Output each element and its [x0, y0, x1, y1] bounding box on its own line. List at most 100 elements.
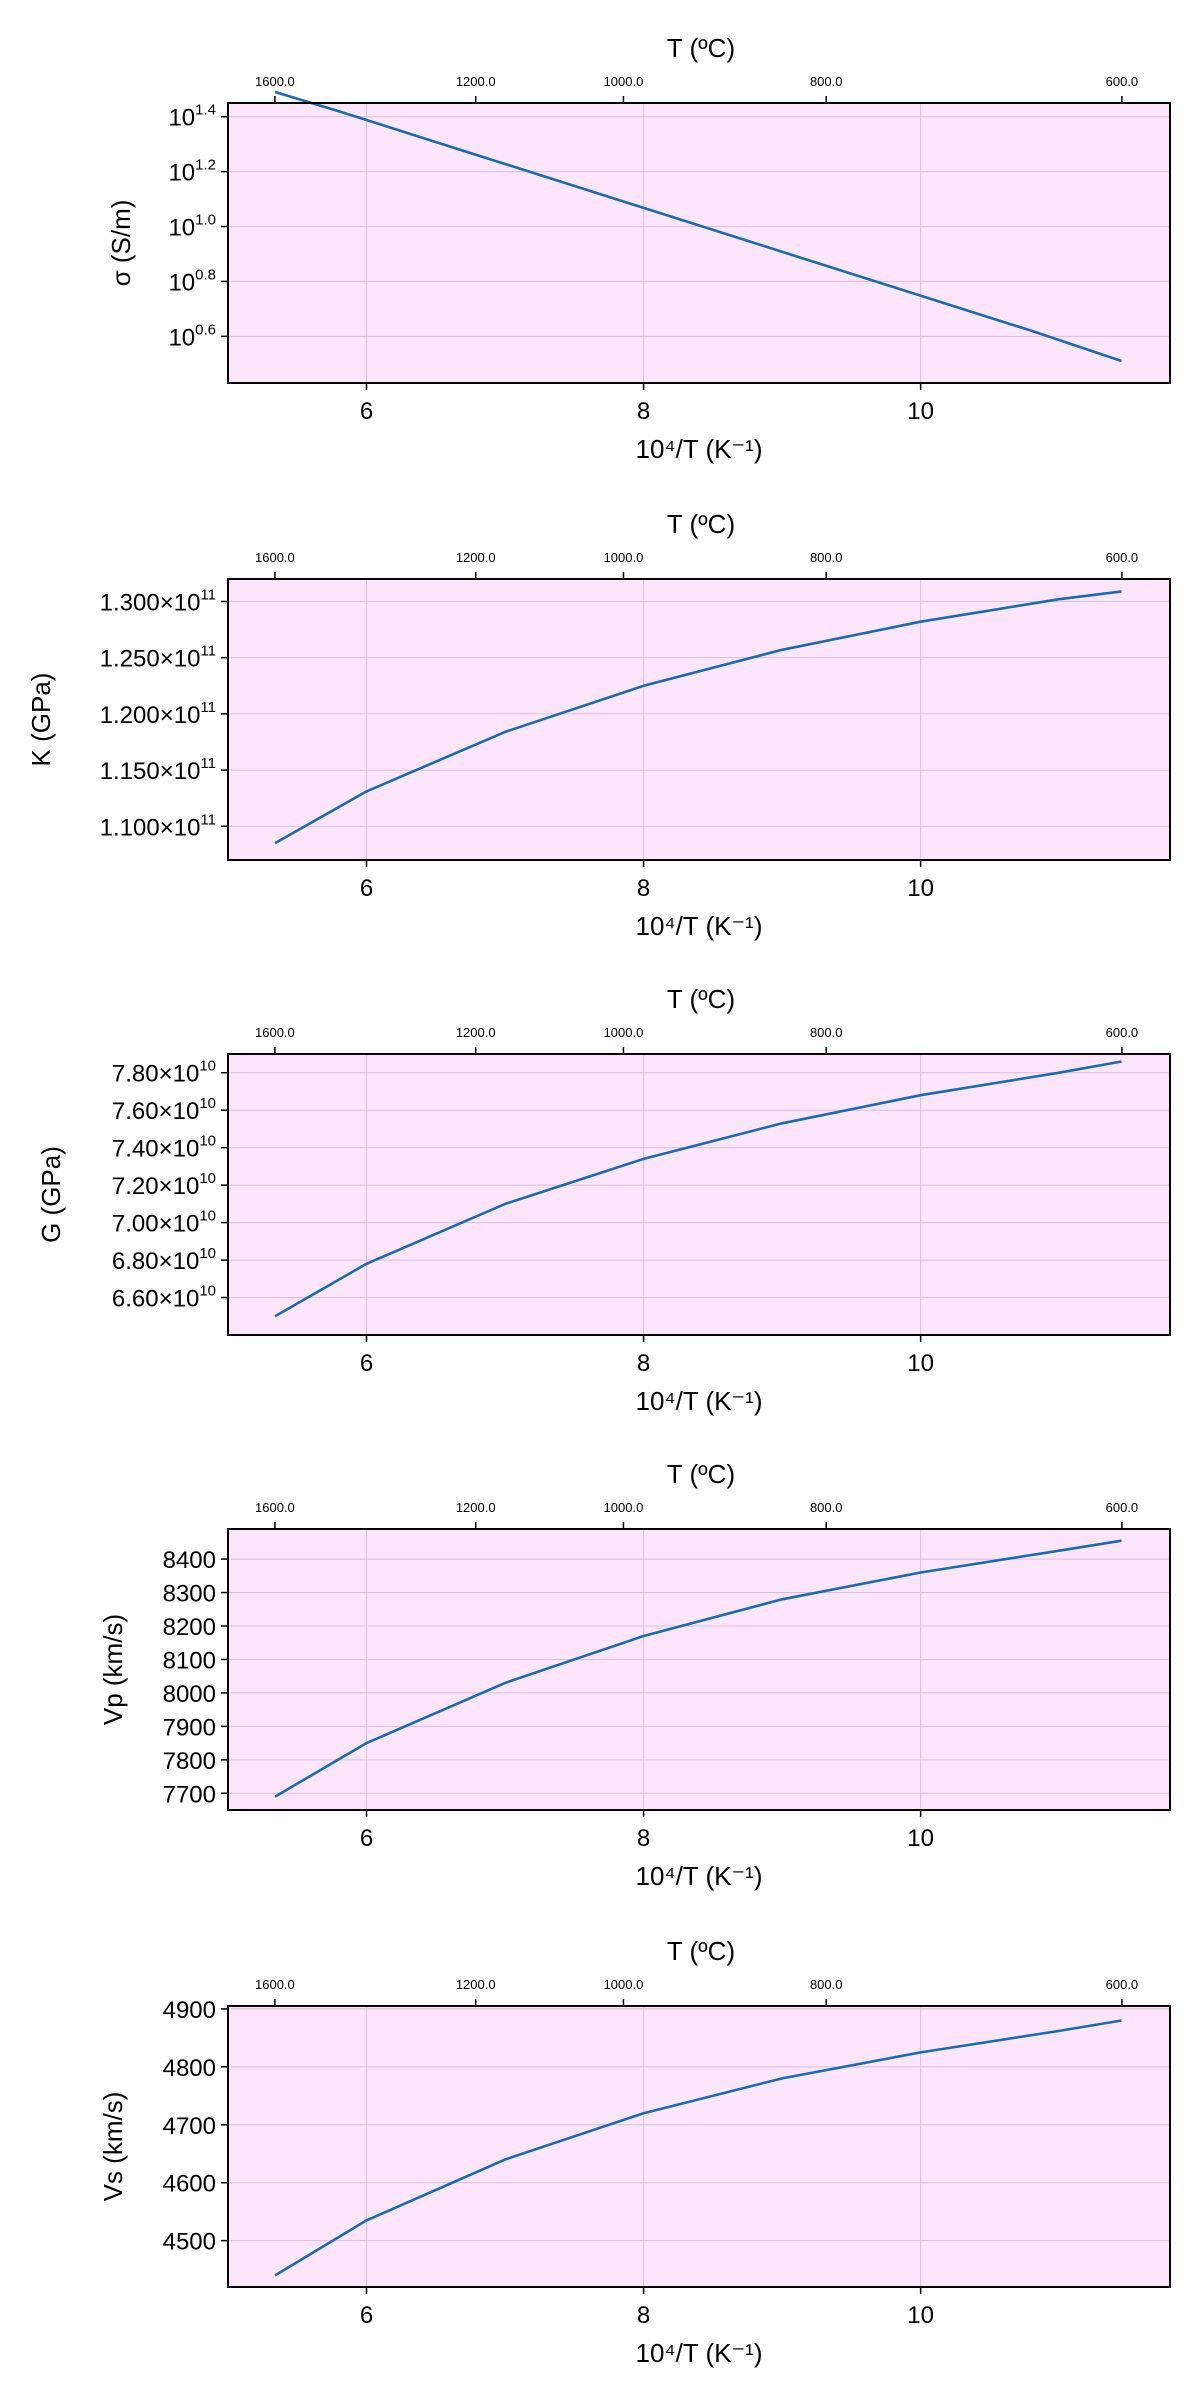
- y-tick-label: 101.2: [168, 157, 216, 187]
- top-tick-label: 1600.0: [255, 74, 295, 89]
- y-tick-label: 6.60×1010: [112, 1283, 216, 1313]
- y-tick-label: 1.150×1011: [100, 755, 216, 785]
- top-axis-title: T (ºC): [667, 1936, 735, 1966]
- y-tick-exponent: 0.6: [195, 321, 216, 338]
- top-tick-label: 1000.0: [604, 1977, 644, 1992]
- y-tick-exponent: 11: [200, 755, 216, 772]
- y-tick-label: 7.60×1010: [112, 1095, 216, 1125]
- x-tick-label: 6: [360, 2302, 373, 2329]
- x-tick-label: 6: [360, 1825, 373, 1852]
- y-tick-base: 8300: [163, 1581, 216, 1608]
- y-tick-label: 100.6: [168, 321, 216, 351]
- plot-area: [228, 2006, 1170, 2287]
- y-tick-exponent: 10: [199, 1283, 216, 1300]
- x-tick-label: 10: [907, 875, 934, 902]
- x-tick-label: 10: [907, 1350, 934, 1377]
- y-tick-label: 100.8: [168, 266, 216, 296]
- plot-area: [228, 579, 1170, 860]
- y-tick-label: 8000: [163, 1681, 216, 1708]
- y-tick-base: 7.60×10: [112, 1098, 199, 1125]
- x-tick-label: 8: [637, 398, 650, 425]
- y-tick-label: 7700: [163, 1781, 216, 1808]
- y-tick-label: 7.80×1010: [112, 1058, 216, 1088]
- y-tick-base: 6.60×10: [112, 1286, 199, 1313]
- top-tick-label: 1200.0: [456, 1977, 496, 1992]
- y-tick-base: 8400: [163, 1547, 216, 1574]
- x-tick-label: 8: [637, 875, 650, 902]
- y-tick-base: 4600: [163, 2171, 216, 2198]
- chart-panel-4: 6 8 10 10⁴/T (K⁻¹) 1600.0 1200.0 1000.0 800.0 60…: [98, 1459, 1171, 1891]
- y-tick-label: 7.00×1010: [112, 1208, 216, 1238]
- y-tick-base: 8200: [163, 1614, 216, 1641]
- x-tick-label: 8: [637, 1350, 650, 1377]
- y-axis-title: σ (S/m): [106, 200, 136, 287]
- series-line: [274, 590, 1122, 845]
- top-tick-label: 1000.0: [604, 74, 644, 89]
- y-tick-base: 1.100×10: [100, 814, 201, 841]
- y-tick-exponent: 1.2: [195, 157, 216, 174]
- y-tick-label: 8200: [163, 1614, 216, 1641]
- y-tick-base: 1.300×10: [100, 589, 201, 616]
- top-tick-label: 1200.0: [456, 1500, 496, 1515]
- top-tick-label: 1600.0: [255, 1977, 295, 1992]
- y-tick-exponent: 10: [199, 1133, 216, 1150]
- x-tick-label: 6: [360, 875, 373, 902]
- series-line: [274, 1060, 1122, 1318]
- top-tick-label: 600.0: [1106, 1500, 1139, 1515]
- top-tick-label: 800.0: [810, 550, 843, 565]
- y-tick-label: 6.80×1010: [112, 1245, 216, 1275]
- plot-area: [228, 1054, 1170, 1335]
- y-tick-label: 101.0: [168, 212, 216, 242]
- y-tick-label: 4500: [163, 2229, 216, 2256]
- top-tick-label: 1200.0: [456, 74, 496, 89]
- y-tick-exponent: 11: [200, 699, 216, 716]
- y-tick-label: 8400: [163, 1547, 216, 1574]
- top-axis-title: T (ºC): [667, 509, 735, 539]
- top-axis-title: T (ºC): [667, 33, 735, 63]
- y-tick-exponent: 0.8: [195, 266, 216, 283]
- y-tick-exponent: 10: [199, 1095, 216, 1112]
- top-tick-label: 600.0: [1106, 74, 1139, 89]
- y-tick-exponent: 11: [200, 643, 216, 660]
- y-tick-label: 1.200×1011: [100, 699, 216, 729]
- chart-panel-2: 6 8 10 10⁴/T (K⁻¹) 1600.0 1200.0 1000.0 800.0 60…: [26, 509, 1171, 941]
- y-tick-exponent: 10: [199, 1058, 216, 1075]
- x-axis-title: 10⁴/T (K⁻¹): [636, 911, 763, 941]
- y-tick-base: 4800: [163, 2055, 216, 2082]
- x-axis-title: 10⁴/T (K⁻¹): [636, 434, 763, 464]
- y-tick-label: 1.100×1011: [100, 811, 216, 841]
- top-tick-label: 800.0: [810, 1025, 843, 1040]
- plot-frame: [227, 1528, 1171, 1811]
- top-tick-label: 800.0: [810, 1500, 843, 1515]
- x-tick-label: 10: [907, 1825, 934, 1852]
- y-tick-base: 7800: [163, 1748, 216, 1775]
- plot-frame: [227, 1053, 1171, 1336]
- y-tick-exponent: 10: [199, 1170, 216, 1187]
- y-tick-base: 7.00×10: [112, 1211, 199, 1238]
- series-line: [274, 1539, 1122, 1798]
- top-tick-label: 1000.0: [604, 550, 644, 565]
- chart-panel-3: 6 8 10 10⁴/T (K⁻¹) 1600.0 1200.0 1000.0 800.0 60…: [36, 984, 1171, 1416]
- y-tick-label: 7.40×1010: [112, 1133, 216, 1163]
- plot-area: [228, 103, 1170, 383]
- y-tick-label: 1.250×1011: [100, 643, 216, 673]
- top-tick-label: 600.0: [1106, 1977, 1139, 1992]
- top-tick-label: 1600.0: [255, 1025, 295, 1040]
- y-axis-title: G (GPa): [36, 1146, 66, 1243]
- chart-panel-1: 6 8 10 10⁴/T (K⁻¹) 1600.0 1200.0 1000.0 800.0 60…: [106, 33, 1171, 464]
- y-tick-base: 1.150×10: [100, 758, 201, 785]
- y-tick-base: 8000: [163, 1681, 216, 1708]
- y-tick-label: 7900: [163, 1714, 216, 1741]
- y-tick-base: 8100: [163, 1647, 216, 1674]
- y-tick-base: 10: [168, 324, 195, 351]
- top-tick-label: 1600.0: [255, 1500, 295, 1515]
- top-tick-label: 800.0: [810, 74, 843, 89]
- y-tick-exponent: 10: [199, 1245, 216, 1262]
- top-tick-label: 600.0: [1106, 1025, 1139, 1040]
- y-axis-title: Vs (km/s): [98, 2092, 128, 2202]
- series-line: [274, 90, 1122, 363]
- x-tick-label: 6: [360, 398, 373, 425]
- y-tick-label: 4800: [163, 2055, 216, 2082]
- x-tick-label: 8: [637, 1825, 650, 1852]
